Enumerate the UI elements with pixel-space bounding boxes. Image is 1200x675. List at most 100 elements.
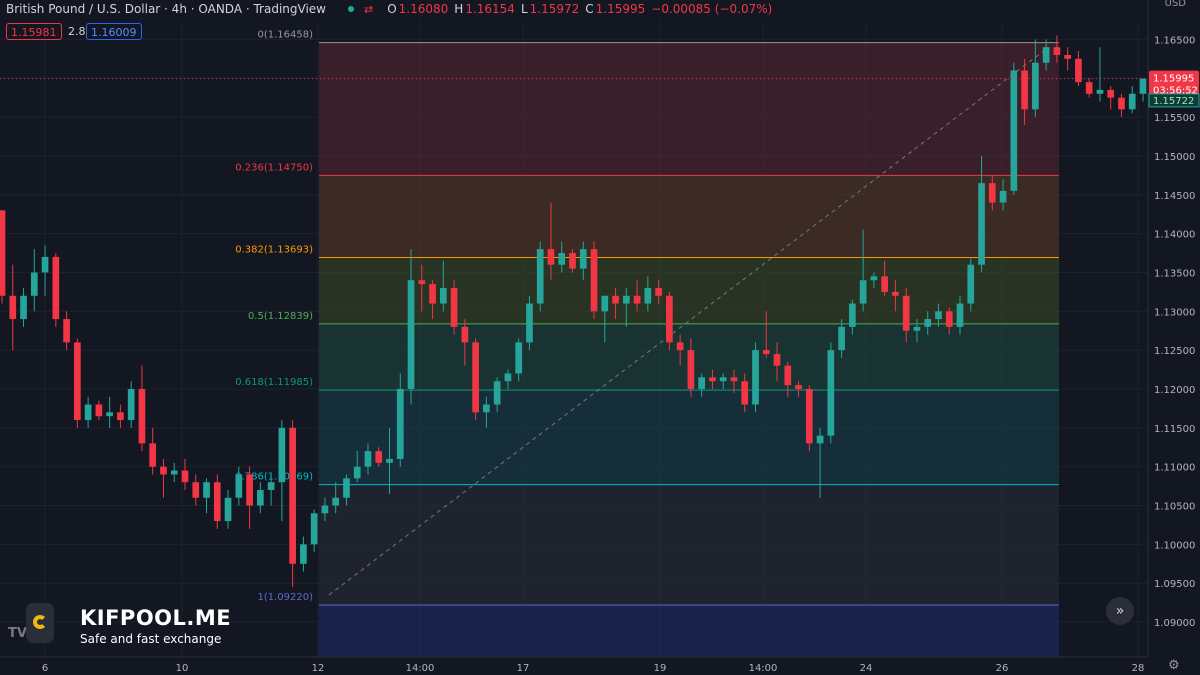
candle xyxy=(892,280,899,312)
candle xyxy=(1118,93,1125,118)
currency-label[interactable]: USD xyxy=(1164,0,1186,9)
secondary-price-label: 1.15722 xyxy=(1153,96,1194,107)
candle xyxy=(569,249,576,273)
candle-body xyxy=(676,342,684,351)
time-tick-label: 12 xyxy=(312,663,325,674)
brand-tagline: Safe and fast exchange xyxy=(80,632,222,646)
candle xyxy=(396,373,404,467)
candle xyxy=(1075,51,1082,87)
candle xyxy=(515,338,523,382)
candle-body xyxy=(881,276,888,292)
candle-body xyxy=(95,404,103,417)
candle-body xyxy=(752,350,759,405)
candle xyxy=(762,311,770,358)
candle xyxy=(149,427,157,475)
candle xyxy=(816,427,824,498)
candle-body xyxy=(913,326,921,331)
candle-body xyxy=(472,342,479,413)
countdown-label: 03:56:52 xyxy=(1153,86,1198,97)
candle-body xyxy=(224,497,232,522)
candle-body xyxy=(687,350,695,389)
scroll-to-realtime-button[interactable]: » xyxy=(1106,597,1134,625)
candle xyxy=(439,260,447,312)
candle-body xyxy=(719,377,727,382)
time-tick-label: 19 xyxy=(654,663,667,674)
candle-body xyxy=(375,451,383,463)
candle-body xyxy=(418,280,426,285)
kifpool-logo-icon xyxy=(26,603,54,643)
candle xyxy=(1064,47,1071,71)
fib-zone xyxy=(319,604,1059,657)
candle-body xyxy=(289,427,296,564)
candle-body xyxy=(493,381,501,405)
candle xyxy=(859,229,867,312)
candle xyxy=(117,404,124,428)
candle-body xyxy=(9,295,17,320)
candle xyxy=(0,210,6,304)
candle-body xyxy=(655,288,662,296)
candle xyxy=(988,175,996,211)
buy-button[interactable]: 1.16009 xyxy=(86,23,142,40)
candle xyxy=(622,288,630,327)
candle xyxy=(235,466,243,506)
candle xyxy=(203,478,210,514)
candle xyxy=(127,381,135,428)
candle xyxy=(526,295,533,351)
candle xyxy=(805,385,813,452)
candle xyxy=(386,427,393,494)
candle xyxy=(63,311,70,351)
close-icon[interactable]: ⇄ xyxy=(363,2,374,16)
gear-icon[interactable]: ⚙ xyxy=(1168,658,1180,673)
candle xyxy=(289,420,296,588)
candle xyxy=(9,264,17,351)
sell-button[interactable]: 1.15981 xyxy=(6,23,62,40)
price-tick-label: 1.13000 xyxy=(1154,307,1195,318)
candle-body xyxy=(203,482,210,498)
price-tick-label: 1.14500 xyxy=(1154,191,1195,202)
candle xyxy=(945,307,953,335)
candle-body xyxy=(1064,54,1071,59)
candle xyxy=(773,342,781,382)
price-tick-label: 1.15000 xyxy=(1154,152,1195,163)
time-tick-label: 28 xyxy=(1132,663,1145,674)
symbol-title[interactable]: British Pound / U.S. Dollar · 4h · OANDA… xyxy=(6,2,326,16)
candle-body xyxy=(278,427,286,483)
candle-body xyxy=(1032,62,1039,110)
candle xyxy=(655,280,662,304)
candle-body xyxy=(407,280,415,389)
candle-body xyxy=(1053,47,1061,55)
candle-body xyxy=(63,319,70,343)
price-tick-label: 1.10000 xyxy=(1154,540,1195,551)
candle xyxy=(924,311,932,335)
candle-body xyxy=(666,295,673,343)
candle-body xyxy=(601,295,609,312)
candle-body xyxy=(321,505,329,514)
candle-body xyxy=(483,404,490,413)
spread-value: 2.8 xyxy=(68,25,86,38)
candle xyxy=(407,249,415,405)
fibonacci-retracement: 0(1.16458) 0.236(1.14750) 0.382(1.13693) 0.… xyxy=(235,30,1059,657)
candle xyxy=(709,369,716,389)
time-tick-label: 17 xyxy=(517,663,530,674)
candle xyxy=(106,396,113,428)
candle-body xyxy=(160,466,167,475)
tradingview-logo: TV xyxy=(8,626,27,641)
fib-zone xyxy=(319,390,1059,485)
price-tick-label: 1.09500 xyxy=(1154,579,1195,590)
candle-body xyxy=(213,482,221,522)
candle xyxy=(579,241,587,281)
candle-body xyxy=(181,470,189,483)
candle xyxy=(224,489,232,529)
candle-body xyxy=(353,466,361,479)
candle-body xyxy=(257,489,264,506)
candle xyxy=(1107,86,1115,110)
market-status-icon xyxy=(347,6,354,12)
candle-body xyxy=(935,311,942,320)
candle xyxy=(461,319,469,366)
candle xyxy=(1042,39,1050,71)
candle xyxy=(913,319,921,343)
last-price-badge xyxy=(1149,70,1199,97)
candle-body xyxy=(827,350,835,436)
candle-body xyxy=(1010,70,1018,191)
